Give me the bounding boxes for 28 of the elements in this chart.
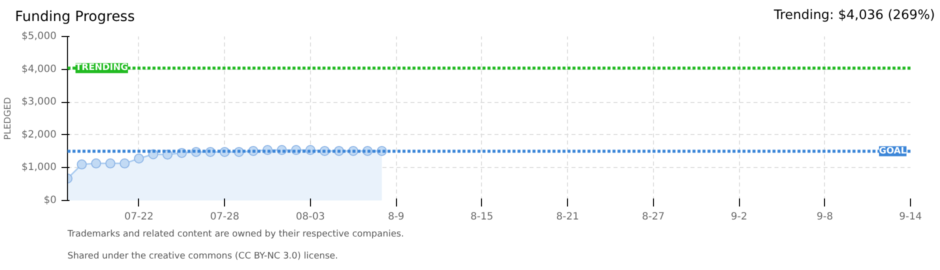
y-tick-label: $3,000	[22, 96, 57, 108]
text: Trademarks and related content are owned by their respective companies.	[66, 230, 404, 240]
ref-line-label: GOAL	[879, 146, 907, 156]
x-tick-label: 08-03	[296, 212, 325, 222]
x-tick-label: 07-22	[124, 212, 154, 222]
chart-title: Funding Progress	[15, 8, 135, 27]
x-tick-label: 8-15	[470, 212, 494, 222]
x-tick-label: 07-28	[210, 212, 240, 222]
y-tick-label: $0	[44, 195, 57, 206]
x-tick-label: 9-2	[730, 212, 748, 222]
y-tick-label: $5,000	[22, 31, 57, 42]
y-tick-label: $4,000	[22, 64, 57, 75]
point	[91, 158, 102, 168]
point	[105, 158, 116, 168]
y-tick-label: $1,000	[22, 162, 57, 174]
ref-line-label: TRENDING	[76, 63, 128, 74]
x-tick-label: 8-27	[642, 212, 665, 222]
chart-subtitle: Trending: $4,036 (269%)	[774, 7, 935, 25]
point	[76, 159, 87, 170]
point	[134, 154, 144, 164]
point	[120, 158, 130, 168]
x-tick-label: 9-8	[816, 212, 833, 222]
y-axis-title: PLEDGED	[4, 97, 14, 140]
x-tick-label: 9-14	[899, 212, 922, 222]
x-tick-label: 8-9	[388, 212, 404, 222]
text: Shared under the creative commons (CC BY-NC 3.0) license.	[68, 252, 338, 262]
x-tick-label: 8-21	[556, 212, 579, 222]
y-tick-label: $2,000	[22, 129, 57, 140]
